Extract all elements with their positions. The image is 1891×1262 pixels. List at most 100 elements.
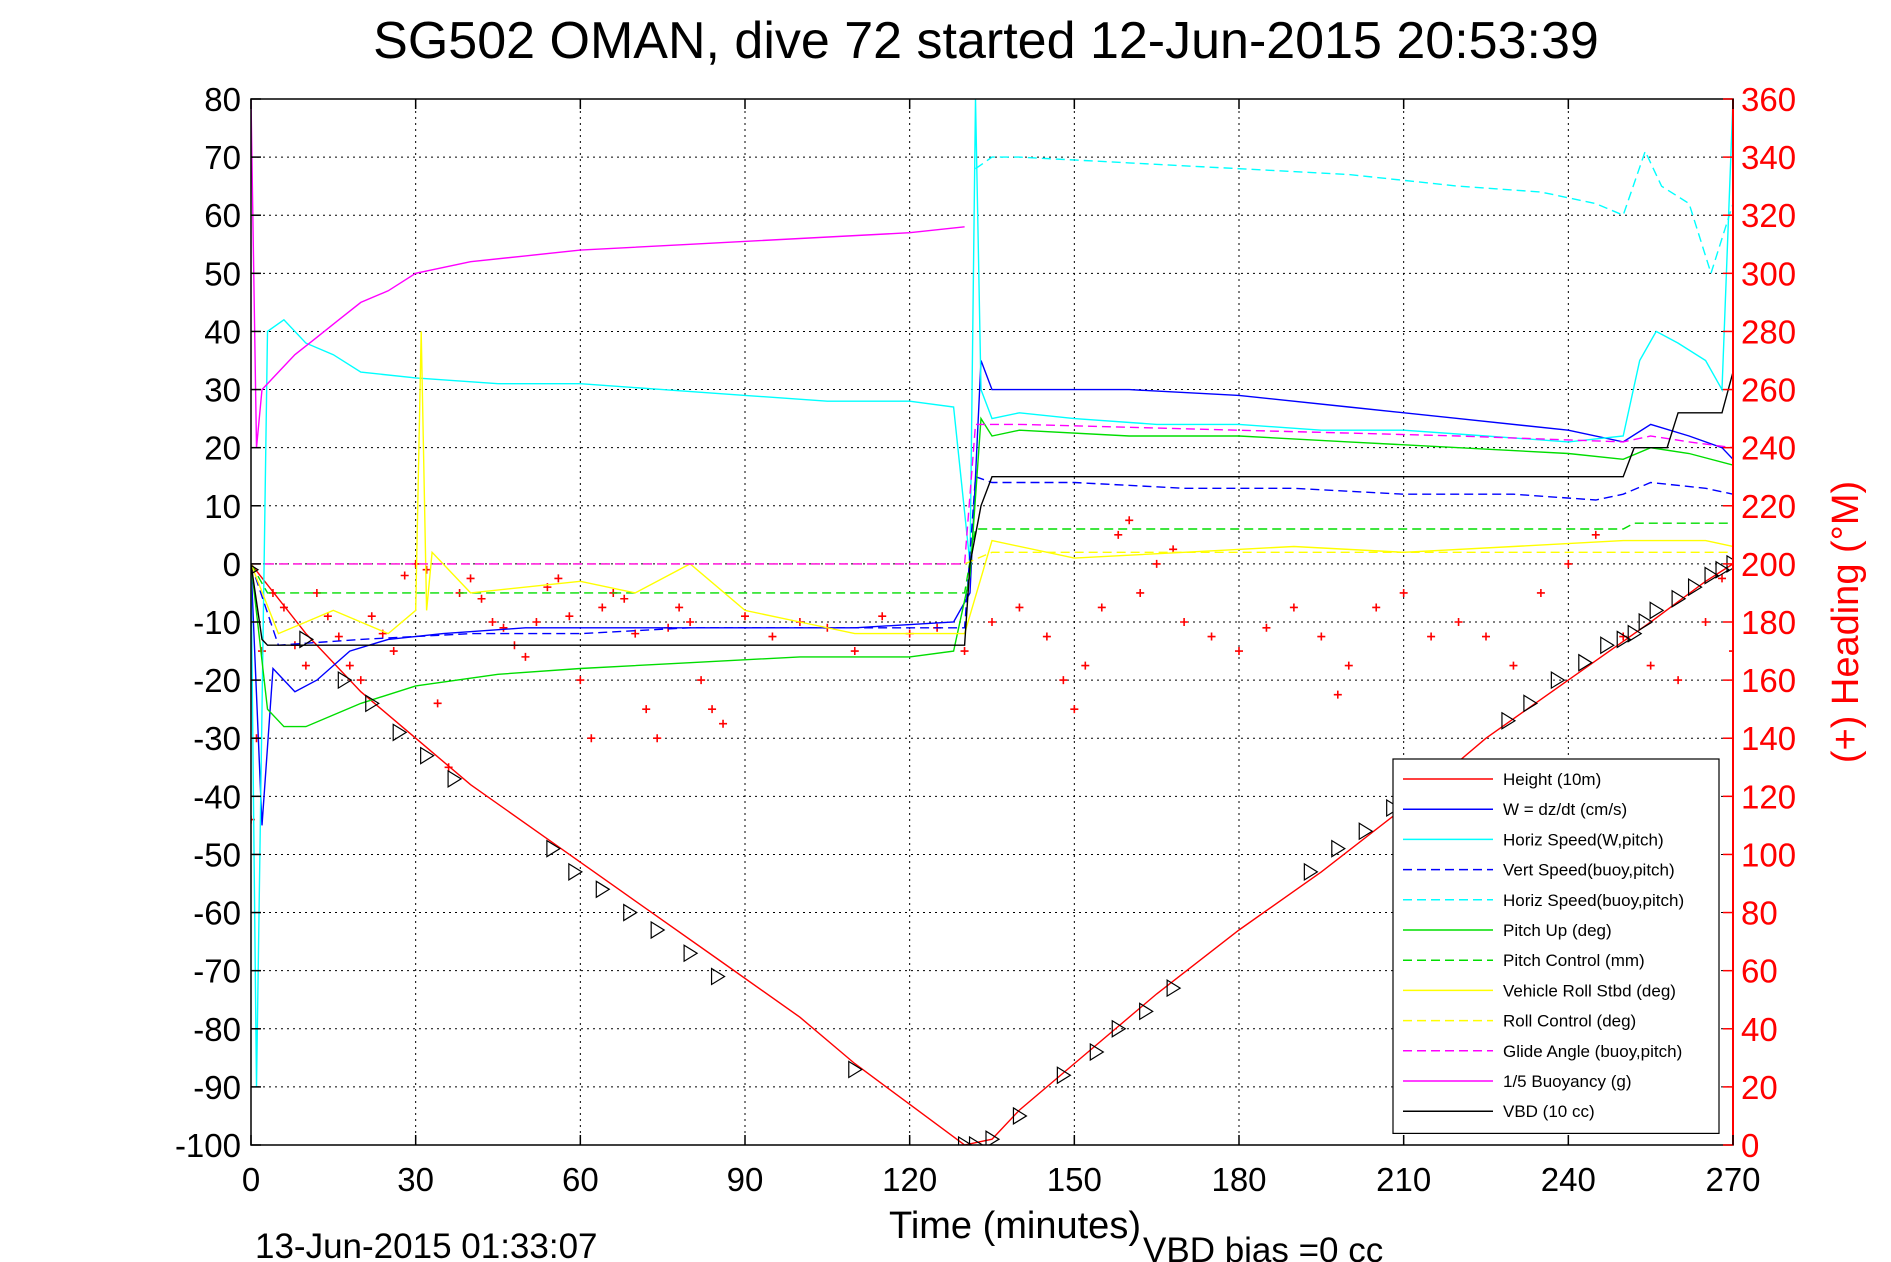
depth-marker — [1358, 822, 1374, 841]
depth-marker — [1600, 636, 1615, 655]
legend-entry: Vehicle Roll Stbd (deg) — [1503, 981, 1676, 1000]
heading-marker — [334, 632, 343, 641]
series-line-8 — [251, 551, 1733, 565]
legend-entry: Pitch Up (deg) — [1503, 921, 1612, 940]
y-tick-label: 50 — [204, 255, 241, 292]
y2-tick-label: 40 — [1741, 1011, 1778, 1048]
depth-marker — [1550, 671, 1566, 690]
depth-marker — [1627, 624, 1643, 643]
y-tick-label: -80 — [193, 1011, 241, 1048]
heading-marker — [1399, 588, 1408, 597]
heading-marker — [532, 618, 541, 626]
x-tick-label: 30 — [397, 1161, 434, 1198]
y-tick-label: -70 — [193, 953, 241, 990]
y2-tick-label: 200 — [1741, 546, 1796, 583]
depth-marker — [1715, 560, 1731, 579]
heading-marker — [466, 574, 475, 583]
heading-marker — [1152, 559, 1161, 568]
depth-marker — [595, 880, 611, 899]
y-axis-ticks: 80 70 60 50 40 30 20 10 0 -10 -20 -30 -40 -50 -60 -70 -8… — [175, 81, 261, 1164]
x-tick-label: 240 — [1541, 1161, 1596, 1198]
y-tick-label: -60 — [193, 895, 241, 932]
chart-title: SG502 OMAN, dive 72 started 12-Jun-2015 … — [373, 12, 1599, 70]
heading-marker — [1482, 632, 1490, 641]
x-tick-label: 150 — [1047, 1161, 1102, 1198]
heading-marker — [631, 629, 640, 638]
heading-marker — [960, 647, 969, 656]
depth-marker — [1638, 612, 1654, 632]
heading-marker — [389, 647, 398, 656]
y2-tick-label: 340 — [1741, 139, 1796, 176]
heading-marker — [1289, 603, 1298, 612]
depth-marker — [1704, 566, 1720, 585]
depth-marker — [1616, 630, 1632, 649]
heading-marker — [400, 571, 409, 580]
y-tick-label: 20 — [204, 430, 241, 467]
y-tick-label: 10 — [204, 488, 241, 525]
y2-tick-label: 80 — [1741, 895, 1778, 932]
heading-marker — [1674, 676, 1683, 685]
legend-entry: W = dz/dt (cm/s) — [1503, 800, 1627, 819]
x-tick-label: 90 — [727, 1161, 764, 1198]
x-tick-label: 210 — [1376, 1161, 1431, 1198]
legend-box — [1392, 758, 1720, 1134]
heading-marker — [1646, 661, 1655, 670]
y-tick-label: -90 — [193, 1069, 241, 1106]
depth-marker — [1649, 601, 1665, 620]
heading-marker — [620, 594, 629, 603]
heading-marker — [565, 612, 574, 621]
series-line-11 — [251, 371, 1733, 646]
depth-marker — [392, 723, 408, 742]
heading-marker — [345, 661, 354, 670]
y-tick-label: -50 — [193, 836, 241, 873]
depth-marker — [365, 694, 380, 713]
x-tick-label: 120 — [882, 1161, 937, 1198]
legend-entry: 1/5 Buoyancy (g) — [1503, 1072, 1632, 1091]
depth-marker — [710, 967, 726, 986]
footer-vbd-bias: VBD bias =0 cc — [1143, 1231, 1383, 1262]
heading-marker — [1114, 530, 1123, 539]
depth-marker — [957, 1135, 973, 1145]
depth-marker — [568, 862, 583, 881]
heading-marker — [850, 647, 859, 656]
heading-marker — [719, 719, 728, 728]
heading-marker — [768, 632, 777, 641]
x-tick-label: 180 — [1211, 1161, 1266, 1198]
footer-timestamp: 13-Jun-2015 01:33:07 — [255, 1227, 598, 1262]
heading-marker — [1701, 618, 1710, 626]
y-tick-label: 60 — [204, 197, 241, 234]
heading-marker — [1536, 588, 1545, 597]
y2-axis-ticks: 3603403203002802602402202001801601401201… — [1723, 81, 1796, 1164]
depth-marker — [1671, 589, 1687, 608]
series-line-3 — [251, 475, 1733, 646]
depth-marker — [968, 1135, 984, 1145]
y2-tick-label: 300 — [1741, 255, 1796, 292]
heading-marker — [257, 647, 266, 656]
heading-marker — [1059, 676, 1068, 685]
heading-marker — [587, 734, 596, 743]
y-tick-label: -100 — [175, 1127, 241, 1164]
plot-area — [251, 99, 1733, 1145]
y-tick-label: 40 — [204, 313, 241, 350]
heading-marker — [1042, 632, 1051, 641]
heading-marker — [1729, 647, 1733, 656]
y2-axis-label: (+) Heading (°M) — [1825, 481, 1867, 763]
heading-marker — [675, 603, 684, 612]
x-tick-label: 270 — [1705, 1161, 1760, 1198]
series-line-9 — [251, 423, 1733, 565]
heading-marker — [1509, 661, 1518, 670]
y-tick-label: -20 — [193, 662, 241, 699]
heading-marker — [1718, 574, 1727, 583]
depth-marker — [299, 630, 315, 649]
y2-tick-label: 160 — [1741, 662, 1796, 699]
y2-tick-label: 320 — [1741, 197, 1796, 234]
depth-marker — [623, 903, 638, 922]
heading-marker — [367, 612, 376, 621]
series-line-4 — [975, 149, 1733, 276]
heading-marker — [1333, 690, 1342, 699]
heading-marker — [521, 652, 530, 661]
heading-marker — [422, 565, 431, 574]
heading-marker — [1372, 603, 1381, 612]
heading-marker — [576, 676, 585, 685]
y-tick-label: 70 — [204, 139, 241, 176]
